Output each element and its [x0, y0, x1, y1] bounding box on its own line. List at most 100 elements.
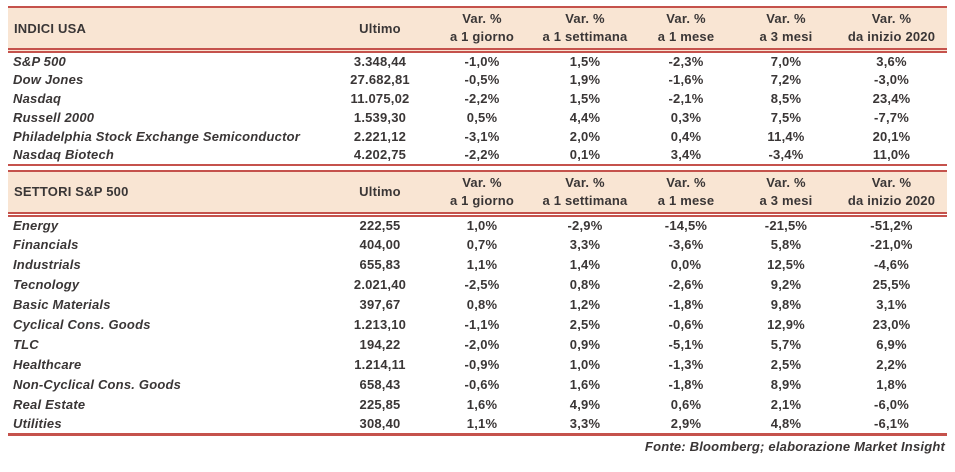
row-label: Russell 2000 [13, 109, 95, 125]
var-value: -1,1% [464, 316, 500, 332]
var-value: 2,0% [569, 128, 601, 144]
table-row: Dow Jones 27.682,81 -0,5% 1,9% -1,6% 7,2% -3,0… [8, 70, 947, 89]
row-label: Nasdaq Biotech [8, 145, 330, 166]
var-value: 1,1% [430, 414, 534, 436]
var-value: 1,1% [466, 256, 498, 272]
var-value: 0,1% [534, 145, 636, 166]
table-row: Utilities 308,40 1,1% 3,3% 2,9% 4,8% -6,1% [8, 414, 947, 436]
ultimo-value: 222,55 [359, 217, 401, 233]
var-value: 2,1% [770, 396, 802, 412]
var-value: -0,5% [464, 71, 500, 87]
var-value: 6,9% [876, 336, 907, 352]
var-value: -2,3% [668, 53, 704, 69]
ultimo-value: 397,67 [359, 296, 401, 312]
var-value: -3,4% [736, 145, 836, 166]
table-row: Nasdaq Biotech 4.202,75 -2,2% 0,1% 3,4% -3,4%… [8, 145, 947, 166]
col-header-line2: da inizio 2020 [847, 29, 936, 44]
var-value: -2,2% [464, 90, 500, 106]
ultimo-value: 1.214,11 [354, 356, 406, 372]
var-value: 1,6% [466, 396, 498, 412]
source-note: Fonte: Bloomberg; elaborazione Market In… [644, 438, 945, 454]
col-header-line2: a 1 giorno [449, 29, 515, 44]
var-value: 9,2% [770, 276, 802, 292]
row-label: Industrials [13, 256, 81, 272]
var-value: 3,1% [876, 296, 907, 312]
col-header-var: Var. % a 3 mesi [736, 169, 836, 217]
table-row: S&P 500 3.348,44 -1,0% 1,5% -2,3% 7,0% 3,6% [8, 51, 947, 70]
table-row: Nasdaq 11.075,02 -2,2% 1,5% -2,1% 8,5% 23,4% [8, 89, 947, 108]
var-value: -3,1% [464, 128, 500, 144]
table-header: SETTORI S&P 500 Ultimo Var. % a 1 giorno Var… [8, 169, 947, 217]
col-header-line2: a 1 mese [657, 29, 715, 44]
indici-usa-table: INDICI USA Ultimo Var. % a 1 giorno Var. % a … [8, 6, 947, 166]
var-value: -0,6% [668, 316, 704, 332]
col-header-line1: Var. % [666, 11, 706, 26]
var-value: 9,8% [770, 296, 802, 312]
ultimo-value: 404,00 [359, 236, 401, 252]
var-value: 11,0% [836, 145, 947, 166]
table-title: SETTORI S&P 500 [8, 169, 330, 217]
var-value: 0,0% [670, 256, 702, 272]
var-value: 23,0% [872, 316, 911, 332]
var-value: -2,9% [567, 217, 603, 233]
row-label: Real Estate [13, 396, 86, 412]
var-value: -0,9% [464, 356, 500, 372]
var-value: 3,3% [569, 236, 601, 252]
row-label: Financials [13, 236, 79, 252]
var-value: 23,4% [872, 90, 911, 106]
ultimo-value: 3.348,44 [353, 53, 407, 69]
var-value: 3,4% [636, 145, 736, 166]
var-value: -6,0% [874, 396, 909, 412]
col-header-line1: Var. % [871, 174, 912, 190]
col-header-line1: Var. % [462, 11, 502, 26]
var-value: -6,1% [836, 414, 947, 436]
ultimo-value: 1.213,10 [353, 316, 407, 332]
table-row: Cyclical Cons. Goods 1.213,10 -1,1% 2,5% -0,… [8, 314, 947, 334]
ultimo-value: 2.021,40 [353, 276, 407, 292]
var-value: 3,6% [876, 53, 907, 69]
col-header-line2: a 1 mese [657, 192, 715, 208]
var-value: 4,8% [736, 414, 836, 436]
table-row: Non-Cyclical Cons. Goods 658,43 -0,6% 1,6% -… [8, 374, 947, 394]
col-header-var: Var. % a 1 mese [636, 6, 736, 53]
table-row: TLC 194,22 -2,0% 0,9% -5,1% 5,7% 6,9% [8, 334, 947, 354]
row-label: Energy [13, 217, 59, 233]
var-value: 1,2% [569, 296, 601, 312]
ultimo-value: 11.075,02 [350, 90, 410, 106]
var-value: 8,5% [770, 90, 802, 106]
var-value: -1,8% [668, 376, 704, 392]
ultimo-value: 658,43 [359, 376, 401, 392]
var-value: -4,6% [874, 256, 909, 272]
row-label: S&P 500 [13, 53, 66, 69]
col-header-line1: Var. % [766, 174, 806, 190]
var-value: -21,0% [870, 236, 913, 252]
var-value: 20,1% [872, 128, 911, 144]
var-value: -1,0% [464, 53, 500, 69]
var-value: 1,6% [569, 376, 601, 392]
var-value: 3,3% [534, 414, 636, 436]
row-label: Nasdaq [13, 90, 62, 106]
table-row: Tecnology 2.021,40 -2,5% 0,8% -2,6% 9,2% 25,5% [8, 274, 947, 294]
var-value: 2,5% [569, 316, 601, 332]
table-body: S&P 500 3.348,44 -1,0% 1,5% -2,3% 7,0% 3,6% Dow… [8, 51, 947, 166]
var-value: 12,5% [767, 256, 805, 272]
var-value: 11,4% [767, 128, 805, 144]
var-value: 1,5% [569, 53, 601, 69]
ultimo-value: 308,40 [330, 414, 430, 436]
var-value: 8,9% [770, 376, 802, 392]
var-value: -1,3% [668, 356, 704, 372]
ultimo-value: 27.682,81 [350, 71, 410, 87]
table-title: INDICI USA [8, 6, 330, 53]
col-header-line1: Var. % [565, 174, 605, 190]
table-row: Real Estate 225,85 1,6% 4,9% 0,6% 2,1% -6,0% [8, 394, 947, 414]
var-value: 1,8% [876, 376, 907, 392]
col-header-var: Var. % da inizio 2020 [836, 169, 947, 217]
col-header-line2: a 1 settimana [542, 29, 628, 44]
var-value: -3,0% [874, 71, 909, 87]
table-row: Healthcare 1.214,11 -0,9% 1,0% -1,3% 2,5% 2,2% [8, 354, 947, 374]
var-value: -7,7% [874, 109, 909, 125]
header-row: SETTORI S&P 500 Ultimo Var. % a 1 giorno Var… [8, 169, 947, 217]
ultimo-value: 225,85 [359, 396, 401, 412]
col-header-var: Var. % a 3 mesi [736, 6, 836, 53]
